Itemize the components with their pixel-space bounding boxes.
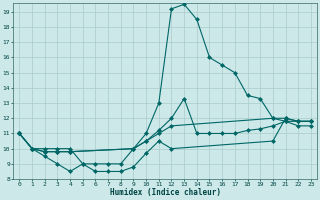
X-axis label: Humidex (Indice chaleur): Humidex (Indice chaleur)	[110, 188, 220, 197]
